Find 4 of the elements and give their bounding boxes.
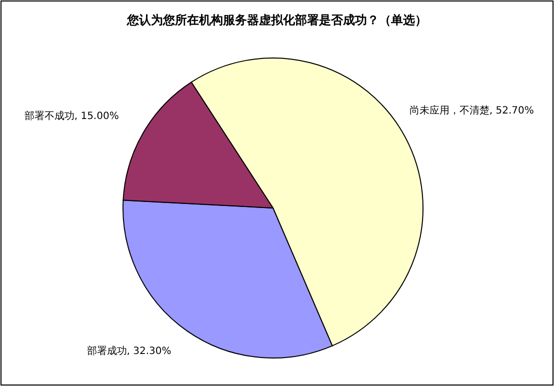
chart-title: 您认为您所在机构服务器虚拟化部署是否成功？（单选） [126, 13, 427, 27]
slice-label: 尚未应用，不清楚, 52.70% [409, 104, 534, 117]
slice-label: 部署成功, 32.30% [86, 345, 172, 358]
slice-label: 部署不成功, 15.00% [24, 110, 119, 122]
